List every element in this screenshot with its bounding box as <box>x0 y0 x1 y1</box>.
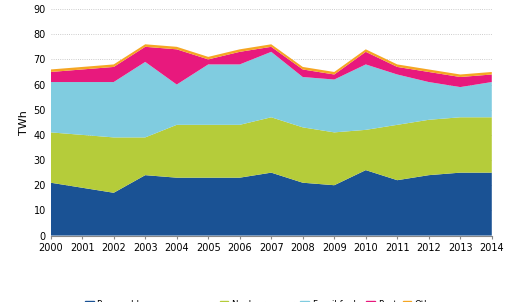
Legend: Renewable energy sources, Nuclear power, Fossil fuels, Peat, Other: Renewable energy sources, Nuclear power,… <box>82 297 443 302</box>
Y-axis label: TWh: TWh <box>19 110 29 135</box>
